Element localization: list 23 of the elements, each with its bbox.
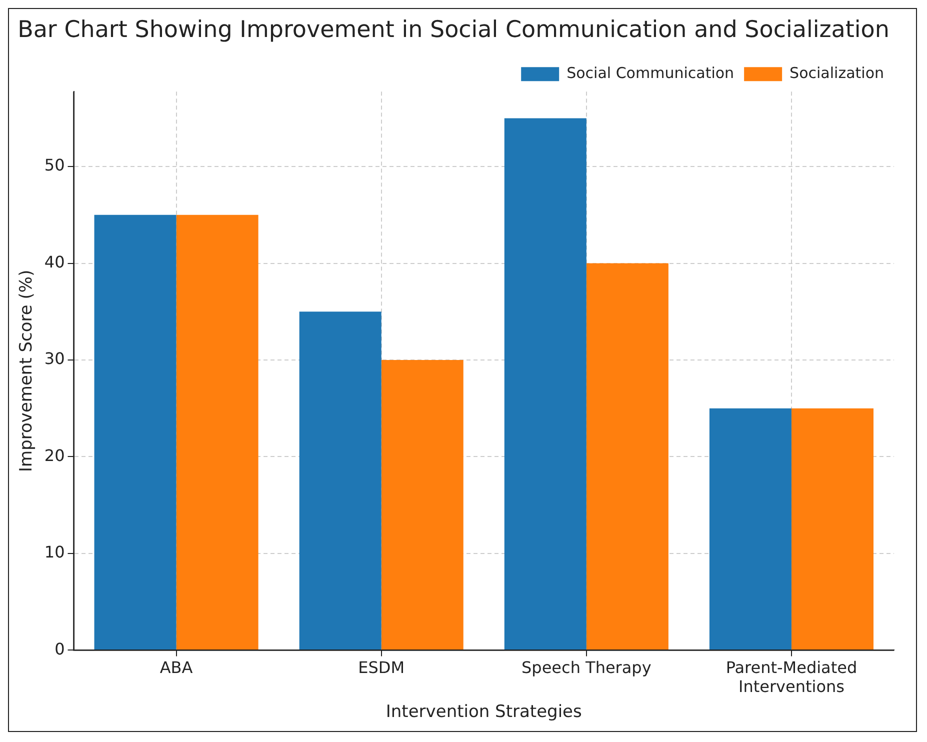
legend-label: Socialization [790,64,884,82]
legend-label: Social Communication [566,64,734,82]
bar [94,214,176,650]
x-tick-label: Parent-Mediated Interventions [726,658,858,696]
bar [709,408,792,650]
bar [176,214,258,650]
y-tick-label: 40 [44,252,65,272]
x-tick-label: ESDM [358,658,405,677]
y-tick-label: 10 [44,542,65,562]
x-tick-label: Speech Therapy [522,658,652,677]
bar [299,312,382,650]
bar [381,360,464,650]
chart-title: Bar Chart Showing Improvement in Social Communication and Socialization [18,16,890,43]
bar [586,263,668,650]
bar [504,118,586,650]
y-axis-title: Improvement Score (%) [16,270,37,472]
y-tick-label: 30 [44,349,65,368]
bar [791,408,874,650]
y-tick-label: 0 [54,639,65,658]
x-tick-label: ABA [160,658,193,677]
y-tick-label: 50 [44,156,65,175]
x-axis-title: Intervention Strategies [386,702,582,722]
y-tick-label: 20 [44,446,65,465]
